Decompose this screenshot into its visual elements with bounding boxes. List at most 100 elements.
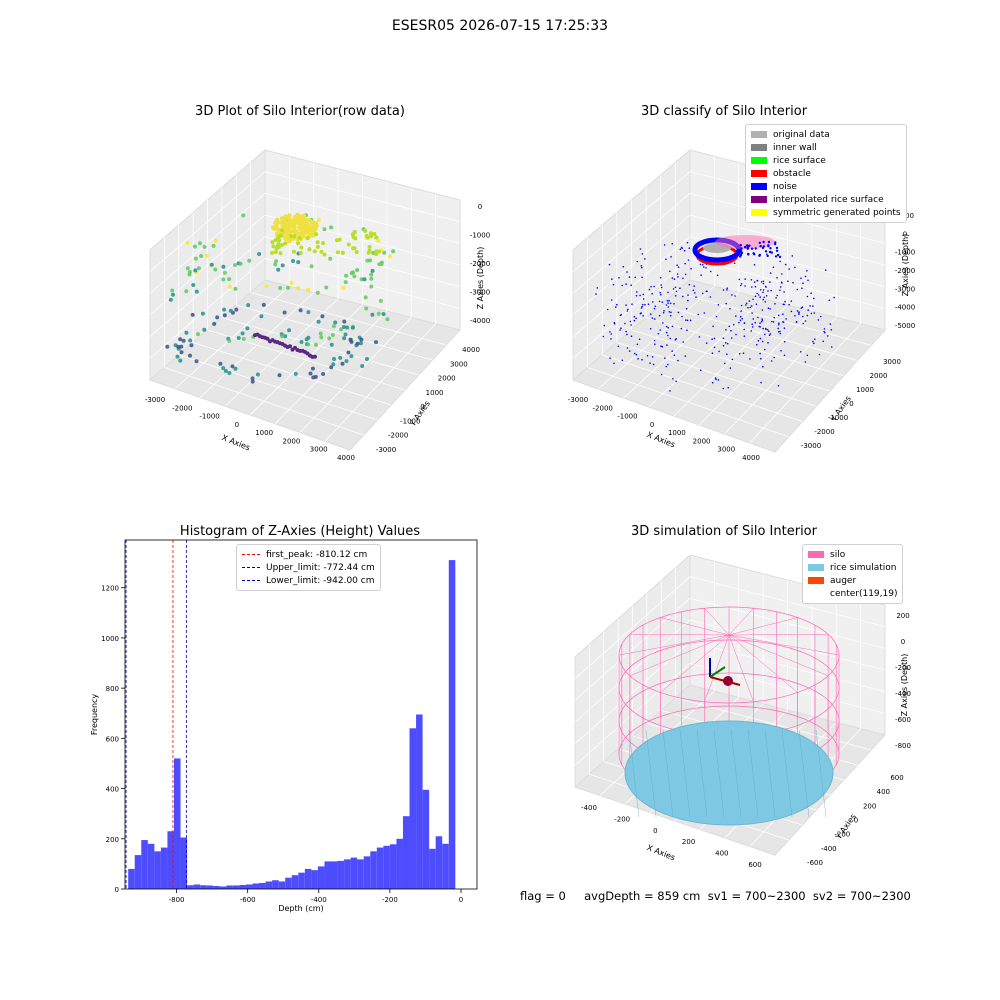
y-axis-tick-label: -600 [807,859,823,867]
data-point [273,262,278,267]
noise-point [724,362,726,365]
data-point [338,355,343,360]
noise-point [639,248,642,250]
data-point [293,371,298,376]
silo-roof-wire [618,634,730,656]
histogram-bar [265,881,273,889]
noise-point [709,296,712,298]
y-axis-tick-label: -3000 [801,442,821,450]
noise-point [715,315,718,318]
histogram-bar [180,837,188,889]
noise-point [774,303,776,305]
rice-mesh-line [645,729,657,818]
grid-line [324,323,436,442]
data-point [305,236,310,240]
y-axis-tick-label: 0 [854,817,858,825]
data-point [355,341,360,346]
data-point [286,285,290,290]
noise-point [806,270,808,272]
noise-point [802,322,804,325]
noise-point [785,318,787,320]
x-axis-label: Depth (cm) [278,904,323,913]
noise-point [711,338,713,340]
noise-point [611,278,613,280]
noise-point [767,244,770,247]
noise-point [740,304,743,307]
y-axis-tick-label: -400 [821,845,837,853]
noise-point [806,295,809,298]
noise-point [739,319,742,322]
noise-point [743,322,746,324]
noise-point [653,307,656,310]
x-axis-tick-label: -1000 [199,413,219,421]
data-point [194,359,199,364]
histogram-bar [344,859,351,889]
histogram-bar [219,886,227,889]
data-point [345,325,350,330]
noise-point [669,390,671,392]
grid-line [574,598,691,701]
noise-point [781,273,783,275]
legend-label: Lower_limit: -942.00 cm [266,575,375,586]
noise-point [722,344,725,347]
noise-point [635,294,638,297]
noise-point [619,329,621,331]
grid-line [149,193,266,294]
noise-point [675,290,678,293]
noise-point [762,365,764,368]
noise-point [749,358,751,360]
y-axis-tick-label: -1000 [400,417,420,425]
noise-point [685,307,688,310]
noise-point [660,286,663,289]
noise-point [775,297,777,299]
data-point [328,256,333,261]
noise-point [661,301,664,303]
noise-point [757,316,759,319]
noise-point [759,289,762,291]
noise-point [783,291,785,293]
data-point [222,307,227,312]
x-tick-label: -400 [311,896,327,904]
data-point [291,259,295,263]
noise-point [665,304,668,306]
z-axis-tick-label: -3000 [895,285,915,293]
noise-point [667,291,669,294]
data-point [213,238,218,243]
data-point [379,262,384,266]
data-point [385,317,390,322]
data-point [199,254,204,258]
data-point [175,354,180,359]
noise-point [666,300,669,302]
noise-point [738,278,741,281]
z-axis-label: Z Axies (Depth) [901,234,910,297]
y-axis-tick-label: 400 [877,788,890,796]
noise-point [760,357,762,360]
noise-point [716,274,719,277]
noise-point [661,345,664,348]
silo-roof-wire [728,633,829,636]
noise-point [744,285,746,287]
data-point [307,230,312,235]
noise-point [679,248,682,250]
noise-point [770,360,773,362]
histogram-bar [416,714,423,889]
z-axis-label: Z Axies (Depth) [900,654,909,717]
x-axis-tick-label: 400 [715,850,728,858]
data-point [299,340,304,344]
data-point [349,354,354,359]
data-point [165,344,170,349]
noise-point [817,319,820,321]
noise-point [703,312,706,314]
plot-frame [124,539,478,890]
histogram-legend: first_peak: -810.12 cm Upper_limit: -772.… [236,544,381,591]
grid-line [689,641,886,693]
silo-roof-wire [728,634,754,702]
rice-mesh-line [815,729,827,818]
noise-point [672,378,674,380]
noise-point [606,308,609,311]
data-point [304,218,309,223]
noise-point [765,295,768,297]
grid-line [689,662,886,714]
data-point [211,243,216,248]
data-point [351,246,356,251]
